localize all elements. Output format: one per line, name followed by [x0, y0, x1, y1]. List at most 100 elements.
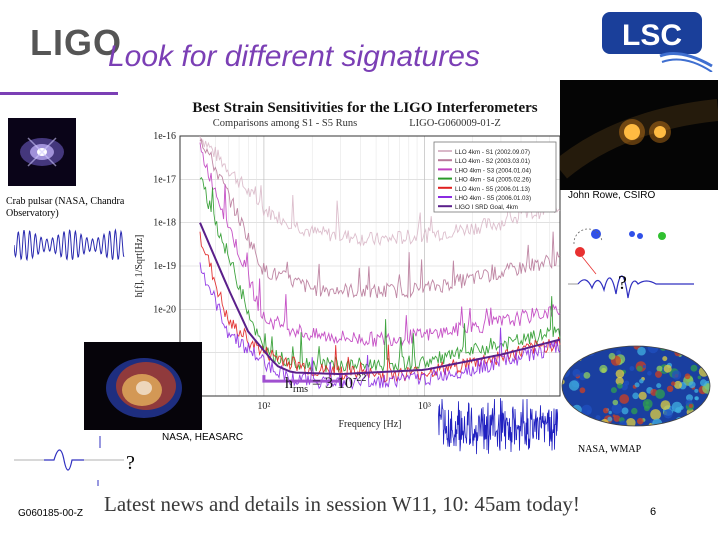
crab-caption-line1: Crab pulsar (NASA, Chandra — [6, 196, 125, 207]
cmb-spot — [650, 409, 661, 420]
cmb-spot — [671, 370, 682, 380]
lsc-logo-wave — [659, 52, 713, 68]
lsc-logo-text: LSC — [622, 19, 682, 52]
slide-id: G060185-00-Z — [18, 508, 84, 519]
cmb-spot — [613, 415, 621, 422]
cmb-spot — [615, 369, 625, 379]
cmb-spot — [568, 380, 580, 391]
title-underline — [0, 92, 118, 95]
cmb-spot — [595, 415, 601, 421]
cmb-spot — [668, 422, 674, 426]
cmb-spot — [688, 403, 693, 408]
y-tick-label: 1e-17 — [153, 174, 176, 185]
cmb-spot — [572, 369, 581, 377]
cmb-spot — [700, 379, 707, 387]
cmb-spot — [666, 385, 674, 392]
cmb-spot — [617, 383, 623, 389]
supernova-remnant-image — [84, 342, 202, 430]
cmb-spot — [655, 389, 665, 399]
cmb-spot — [671, 401, 683, 413]
cmb-spot — [621, 407, 629, 415]
cmb-spot — [616, 350, 621, 356]
strain-sensitivity-chart: Best Strain Sensitivities for the LIGO I… — [130, 92, 570, 432]
cmb-spot — [694, 396, 699, 401]
cmb-spot — [564, 346, 574, 355]
cmb-spot — [619, 420, 628, 426]
cmb-spot — [568, 417, 576, 425]
cmb-spot — [688, 381, 696, 389]
cmb-spot — [637, 417, 644, 425]
page-number: 6 — [650, 506, 657, 518]
series-line-3 — [199, 142, 561, 347]
legend-box — [433, 141, 557, 213]
cmb-spot — [586, 409, 592, 415]
session-note: Latest news and details in session W11, … — [104, 492, 580, 516]
cmb-spot — [655, 370, 662, 378]
legend-entry: LLO 4km - S5 (2006.01.13) — [455, 186, 530, 193]
cmb-spot — [607, 416, 613, 422]
cmb-spot — [637, 346, 646, 356]
cmb-credit: NASA, WMAP — [578, 444, 642, 455]
cmb-spot — [610, 387, 617, 394]
rms-annotation: hrms = 3 10-22 — [285, 373, 366, 395]
legend-entry: LHO 4km - S5 (2006.01.03) — [455, 195, 531, 202]
x-tick-label: 10² — [257, 401, 270, 412]
cmb-spot — [608, 410, 612, 415]
lsc-logo-wave-2 — [661, 58, 713, 72]
cmb-spot — [579, 387, 586, 394]
x-axis-label: Frequency [Hz] — [338, 419, 401, 430]
cmb-spot — [647, 346, 659, 354]
question-mark-stochastic: ? — [126, 452, 135, 474]
cmb-spot — [693, 357, 699, 363]
series-line-2 — [199, 137, 561, 299]
cmb-spot — [705, 404, 710, 412]
chart-doc-id: LIGO-G060009-01-Z — [409, 118, 501, 129]
series-line-1 — [199, 136, 561, 247]
legend-entry: LHO 4km - S3 (2004.01.04) — [455, 167, 531, 174]
cmb-spot — [681, 418, 693, 426]
cmb-spot — [706, 406, 710, 414]
cmb-spot — [629, 366, 635, 371]
legend-entry: LLO 4km - S1 (2002.09.07) — [455, 149, 530, 156]
cmb-spot — [562, 379, 565, 385]
series-line-7 — [199, 222, 561, 376]
binary-star-image — [560, 80, 718, 190]
burst-waveform — [14, 436, 124, 486]
x-tick-label: 10³ — [418, 401, 431, 412]
y-tick-label: 1e-18 — [153, 218, 176, 229]
cmb-spot — [644, 405, 650, 412]
plot-area-frame — [179, 135, 561, 397]
cmb-spot — [638, 391, 647, 400]
cmb-spot — [599, 364, 608, 374]
cmb-spot — [619, 394, 630, 404]
cmb-spot — [697, 375, 702, 380]
legend-entry: LHO 4km - S4 (2005.02.26) — [455, 177, 531, 184]
lsc-logo-background — [602, 12, 702, 54]
cmb-spot — [694, 388, 699, 393]
cmb-spot — [686, 394, 693, 402]
cmb-spot — [608, 352, 616, 360]
cmb-spot — [690, 364, 698, 372]
cmb-spot — [634, 382, 640, 388]
cmb-spot — [639, 378, 644, 384]
cmb-spot — [615, 377, 624, 386]
cmb-spot — [662, 356, 668, 362]
legend-entry: LIGO I SRD Goal, 4km — [455, 204, 518, 211]
cmb-spot — [674, 380, 682, 389]
cmb-spot — [562, 346, 564, 350]
binary-coalescence-diagram — [568, 228, 694, 299]
question-mark-burst: ? — [618, 272, 627, 294]
rms-band-bracket — [262, 375, 342, 383]
cmb-spot — [579, 354, 584, 358]
cmb-spot — [693, 347, 705, 359]
chart-title: Best Strain Sensitivities for the LIGO I… — [192, 100, 537, 116]
cmb-spot — [697, 411, 706, 421]
cmb-spot — [642, 364, 646, 369]
cmb-map-image — [561, 345, 711, 427]
y-tick-label: 1e-19 — [153, 261, 176, 272]
cmb-spot — [703, 360, 710, 370]
cmb-spot — [611, 403, 623, 414]
cmb-spot — [660, 400, 671, 410]
cmb-spot — [603, 407, 609, 414]
cmb-spot — [700, 354, 704, 358]
